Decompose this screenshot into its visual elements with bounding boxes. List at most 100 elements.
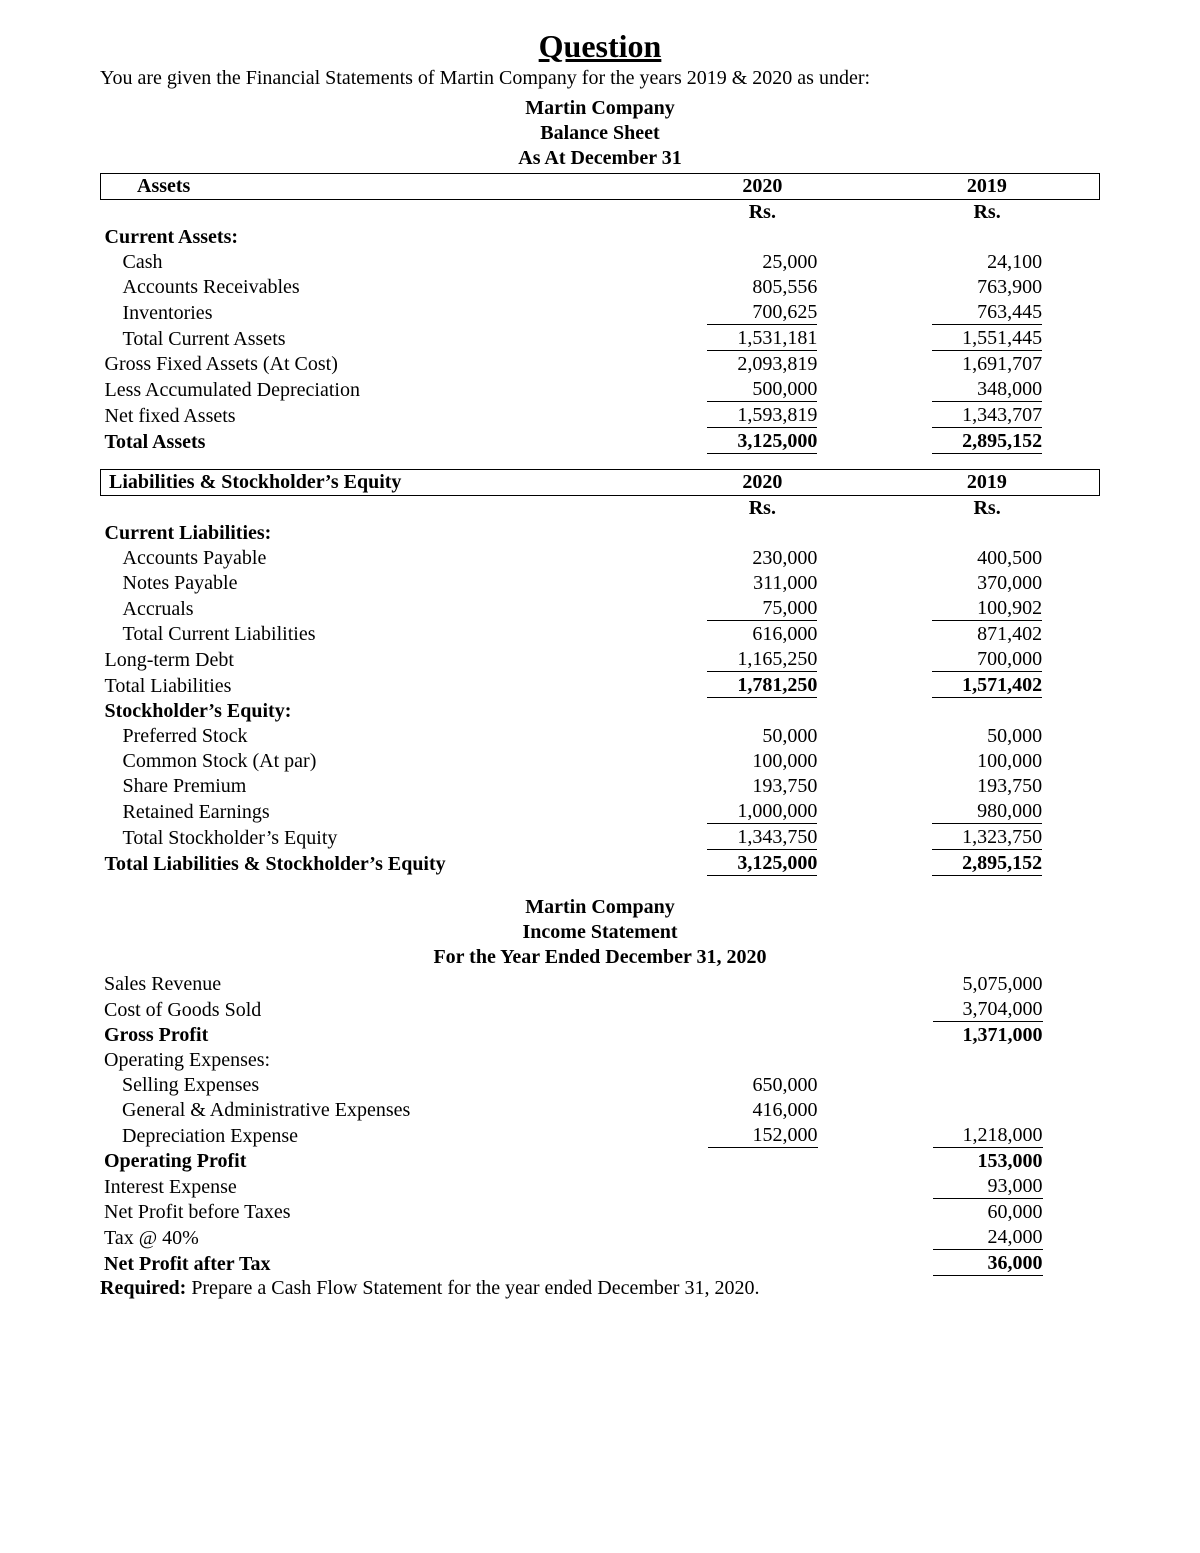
row-value-2019: 50,000	[875, 724, 1100, 749]
row-label: General & Administrative Expenses	[100, 1098, 650, 1123]
row-label: Total Current Assets	[101, 326, 650, 352]
row-mid: 416,000	[650, 1098, 875, 1123]
table-row: Sales Revenue5,075,000	[100, 972, 1100, 997]
table-row: Accounts Receivables805,556763,900	[101, 275, 1100, 300]
row-value-2020: 805,556	[650, 275, 875, 300]
table-row: Tax @ 40%24,000	[100, 1225, 1100, 1251]
operating-profit-label: Operating Profit	[100, 1149, 650, 1174]
liab-header-row: Liabilities & Stockholder’s Equity 2020 …	[101, 469, 1100, 495]
operating-profit-value: 153,000	[875, 1149, 1100, 1174]
row-label: Accruals	[101, 596, 650, 622]
assets-label: Assets	[101, 174, 650, 200]
row-value: 5,075,000	[875, 972, 1100, 997]
row-value-2019: 1,691,707	[875, 352, 1100, 377]
total-le-label: Total Liabilities & Stockholder’s Equity	[101, 851, 650, 877]
table-row: Selling Expenses650,000	[100, 1073, 1100, 1098]
total-assets-label: Total Assets	[101, 429, 650, 455]
currency-2019: Rs.	[875, 200, 1100, 226]
table-row: Gross Fixed Assets (At Cost)2,093,8191,6…	[101, 352, 1100, 377]
row-value-2020: 1,531,181	[650, 326, 875, 352]
row-value-2019: 100,902	[875, 596, 1100, 622]
table-row: Interest Expense93,000	[100, 1174, 1100, 1200]
table-row: Share Premium193,750193,750	[101, 774, 1100, 799]
total-le-2020: 3,125,000	[650, 851, 875, 877]
table-row: Total Current Assets1,531,1811,551,445	[101, 326, 1100, 352]
opex-heading: Operating Expenses:	[100, 1048, 650, 1073]
assets-header-row: Assets 2020 2019	[101, 174, 1100, 200]
table-row: General & Administrative Expenses416,000	[100, 1098, 1100, 1123]
income-statement-table: Sales Revenue5,075,000Cost of Goods Sold…	[100, 972, 1100, 1277]
liab-year-2019: 2019	[875, 469, 1100, 495]
required-text: Prepare a Cash Flow Statement for the ye…	[186, 1277, 759, 1299]
row-value-2019: 763,900	[875, 275, 1100, 300]
ltd-label: Long-term Debt	[101, 647, 650, 673]
row-label: Accounts Payable	[101, 546, 650, 571]
row-label: Retained Earnings	[101, 799, 650, 825]
row-value	[875, 1073, 1100, 1098]
row-mid: 650,000	[650, 1073, 875, 1098]
row-value-2020: 75,000	[650, 596, 875, 622]
row-value-2020: 50,000	[650, 724, 875, 749]
balance-sheet-header: Martin Company Balance Sheet As At Decem…	[100, 96, 1100, 171]
row-value-2020: 25,000	[650, 250, 875, 275]
row-label: Depreciation Expense	[100, 1123, 650, 1149]
row-value-2020: 700,625	[650, 300, 875, 326]
row-label: Inventories	[101, 300, 650, 326]
row-label: Total Current Liabilities	[101, 622, 650, 647]
table-row: Preferred Stock50,00050,000	[101, 724, 1100, 749]
total-assets-2020: 3,125,000	[650, 429, 875, 455]
row-label: Gross Fixed Assets (At Cost)	[101, 352, 650, 377]
total-assets-row: Total Assets 3,125,000 2,895,152	[101, 429, 1100, 455]
row-value-2019: 763,445	[875, 300, 1100, 326]
table-row: Accounts Payable230,000400,500	[101, 546, 1100, 571]
row-value-2020: 1,000,000	[650, 799, 875, 825]
row-value: 1,218,000	[875, 1123, 1100, 1149]
row-label: Share Premium	[101, 774, 650, 799]
required-line: Required: Prepare a Cash Flow Statement …	[100, 1277, 1100, 1300]
total-liab-label: Total Liabilities	[101, 673, 650, 699]
gross-profit-value: 1,371,000	[875, 1023, 1100, 1048]
row-label: Notes Payable	[101, 571, 650, 596]
net-profit-label: Net Profit after Tax	[100, 1251, 650, 1277]
row-label: Cost of Goods Sold	[100, 997, 650, 1023]
row-label: Total Stockholder’s Equity	[101, 825, 650, 851]
table-row: Total Current Liabilities616,000871,402	[101, 622, 1100, 647]
table-row: Retained Earnings1,000,000980,000	[101, 799, 1100, 825]
company-name: Martin Company	[100, 96, 1100, 121]
row-value-2020: 230,000	[650, 546, 875, 571]
row-value: 60,000	[875, 1200, 1100, 1225]
current-assets-heading: Current Assets:	[101, 225, 650, 250]
total-liab-2020: 1,781,250	[650, 673, 875, 699]
row-label: Selling Expenses	[100, 1073, 650, 1098]
row-value-2019: 24,100	[875, 250, 1100, 275]
net-profit-row: Net Profit after Tax 36,000	[100, 1251, 1100, 1277]
total-liab-2019: 1,571,402	[875, 673, 1100, 699]
currency-row: Rs. Rs.	[101, 200, 1100, 226]
row-value-2019: 871,402	[875, 622, 1100, 647]
row-label: Preferred Stock	[101, 724, 650, 749]
table-row: Total Stockholder’s Equity1,343,7501,323…	[101, 825, 1100, 851]
row-value-2019: 1,323,750	[875, 825, 1100, 851]
row-value-2019: 348,000	[875, 377, 1100, 403]
as-at: As At December 31	[100, 146, 1100, 171]
row-mid: 152,000	[650, 1123, 875, 1149]
row-value-2020: 1,593,819	[650, 403, 875, 429]
row-value	[875, 1098, 1100, 1123]
table-row: Less Accumulated Depreciation500,000348,…	[101, 377, 1100, 403]
ltd-2019: 700,000	[875, 647, 1100, 673]
row-value-2020: 500,000	[650, 377, 875, 403]
liab-year-2020: 2020	[650, 469, 875, 495]
table-row: Depreciation Expense152,0001,218,000	[100, 1123, 1100, 1149]
page-title: Question	[100, 28, 1100, 65]
row-value-2020: 100,000	[650, 749, 875, 774]
table-row: Cash25,00024,100	[101, 250, 1100, 275]
table-row: Net fixed Assets1,593,8191,343,707	[101, 403, 1100, 429]
row-label: Net fixed Assets	[101, 403, 650, 429]
row-value-2019: 1,343,707	[875, 403, 1100, 429]
row-value-2020: 311,000	[650, 571, 875, 596]
row-label: Interest Expense	[100, 1174, 650, 1200]
row-value-2020: 2,093,819	[650, 352, 875, 377]
row-value-2020: 1,343,750	[650, 825, 875, 851]
table-row: Notes Payable311,000370,000	[101, 571, 1100, 596]
total-liab-row: Total Liabilities 1,781,250 1,571,402	[101, 673, 1100, 699]
